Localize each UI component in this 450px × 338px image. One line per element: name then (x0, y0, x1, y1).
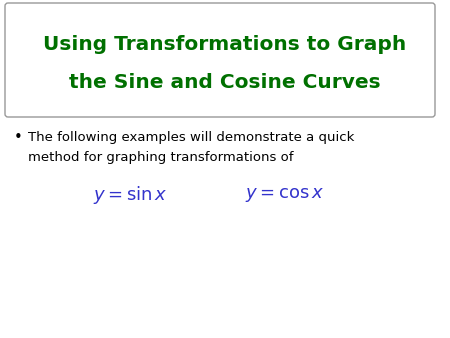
Text: The following examples will demonstrate a quick: The following examples will demonstrate … (28, 131, 355, 145)
Text: $y = \sin x$: $y = \sin x$ (93, 184, 167, 206)
Text: $y = \cos x$: $y = \cos x$ (245, 186, 324, 204)
FancyBboxPatch shape (5, 3, 435, 117)
Text: the Sine and Cosine Curves: the Sine and Cosine Curves (69, 72, 381, 92)
Text: •: • (14, 130, 23, 145)
Text: Using Transformations to Graph: Using Transformations to Graph (43, 35, 407, 54)
Text: method for graphing transformations of: method for graphing transformations of (28, 151, 293, 165)
